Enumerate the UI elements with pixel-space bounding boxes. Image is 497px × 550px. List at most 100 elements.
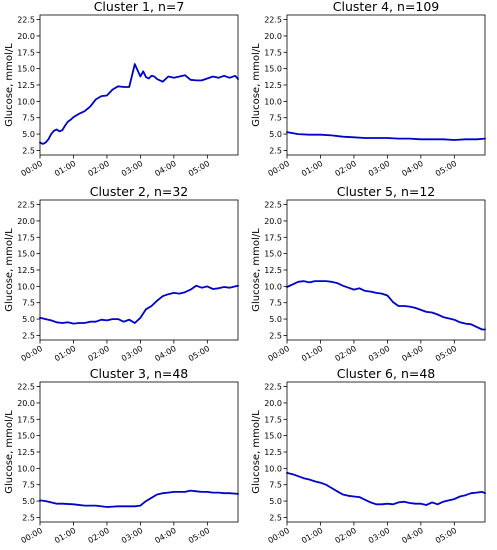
x-tick-label: 04:00 <box>153 344 177 363</box>
series-line <box>39 489 239 508</box>
y-tick-label: 2.5 <box>269 146 282 155</box>
y-tick-label: 10.0 <box>264 464 282 473</box>
y-tick-label: 10.0 <box>264 97 282 106</box>
y-tick-label: 7.5 <box>22 481 35 490</box>
series-line <box>286 131 486 141</box>
series-line <box>39 63 239 145</box>
y-tick-label: 2.5 <box>22 146 35 155</box>
y-tick-label: 12.5 <box>17 266 35 275</box>
series-line <box>39 284 239 325</box>
y-tick-label: 20.0 <box>264 399 282 408</box>
y-tick-label: 10.0 <box>17 97 35 106</box>
x-tick-label: 04:00 <box>153 159 177 178</box>
y-axis-label: Glucose, mmol/L <box>251 43 262 127</box>
y-tick-label: 17.5 <box>17 48 35 57</box>
y-tick-label: 7.5 <box>269 299 282 308</box>
y-tick-label: 7.5 <box>22 299 35 308</box>
y-tick-label: 20.0 <box>17 399 35 408</box>
y-tick-label: 10.0 <box>17 464 35 473</box>
chart-title: Cluster 2, n=32 <box>90 184 189 199</box>
y-tick-label: 10.0 <box>264 282 282 291</box>
y-tick-label: 20.0 <box>17 217 35 226</box>
y-axis-label: Glucose, mmol/L <box>251 410 262 494</box>
chart-title: Cluster 6, n=48 <box>337 366 436 381</box>
x-tick-label: 02:00 <box>333 344 357 363</box>
y-tick-label: 22.5 <box>17 16 35 25</box>
plot-frame <box>39 381 239 523</box>
x-tick-label: 03:00 <box>120 526 144 545</box>
y-tick-label: 12.5 <box>264 448 282 457</box>
x-tick-label: 05:00 <box>434 526 458 545</box>
x-tick-label: 03:00 <box>367 159 391 178</box>
plot-frame <box>286 14 486 156</box>
chart-title: Cluster 1, n=7 <box>94 0 185 14</box>
x-tick-label: 03:00 <box>367 526 391 545</box>
plot-frame <box>39 14 239 156</box>
x-tick-label: 00:00 <box>20 344 44 363</box>
y-tick-label: 5.0 <box>269 315 282 324</box>
plot-frame <box>286 381 486 523</box>
chart-panel-4: Cluster 5, n=12 2.5 5.0 7.5 10.0 12.5 15.0 17.5… <box>251 184 486 363</box>
series-line <box>286 280 486 331</box>
chart-panel-1: Cluster 1, n=7 2.5 5.0 7.5 10.0 12.5 15.0 17.5 2… <box>4 0 239 178</box>
y-tick-label: 22.5 <box>264 383 282 392</box>
y-tick-label: 2.5 <box>22 513 35 522</box>
chart-panel-5: Cluster 3, n=48 2.5 5.0 7.5 10.0 12.5 15.0 17.5… <box>4 366 239 545</box>
y-tick-label: 22.5 <box>264 201 282 210</box>
y-tick-label: 15.0 <box>17 65 35 74</box>
y-tick-label: 17.5 <box>264 415 282 424</box>
y-tick-label: 17.5 <box>264 233 282 242</box>
y-tick-label: 5.0 <box>269 130 282 139</box>
y-tick-label: 22.5 <box>17 201 35 210</box>
y-axis-label: Glucose, mmol/L <box>4 228 15 312</box>
y-tick-label: 5.0 <box>269 497 282 506</box>
x-tick-label: 01:00 <box>300 159 324 178</box>
chart-title: Cluster 4, n=109 <box>333 0 440 14</box>
y-tick-label: 17.5 <box>17 233 35 242</box>
x-tick-label: 05:00 <box>187 159 211 178</box>
y-tick-label: 12.5 <box>264 266 282 275</box>
y-tick-label: 5.0 <box>22 130 35 139</box>
series-line <box>286 472 486 506</box>
y-tick-label: 20.0 <box>264 217 282 226</box>
y-axis-label: Glucose, mmol/L <box>4 43 15 127</box>
x-tick-label: 04:00 <box>400 526 424 545</box>
chart-title: Cluster 5, n=12 <box>337 184 436 199</box>
y-tick-label: 5.0 <box>22 315 35 324</box>
x-tick-label: 01:00 <box>53 159 77 178</box>
y-tick-label: 15.0 <box>264 65 282 74</box>
y-axis-label: Glucose, mmol/L <box>4 410 15 494</box>
x-tick-label: 01:00 <box>53 526 77 545</box>
x-tick-label: 00:00 <box>267 526 291 545</box>
x-tick-label: 04:00 <box>400 159 424 178</box>
chart-title: Cluster 3, n=48 <box>90 366 189 381</box>
y-tick-label: 12.5 <box>17 81 35 90</box>
y-tick-label: 15.0 <box>17 250 35 259</box>
y-tick-label: 2.5 <box>22 331 35 340</box>
y-tick-label: 2.5 <box>269 513 282 522</box>
y-tick-label: 17.5 <box>17 415 35 424</box>
x-tick-label: 04:00 <box>400 344 424 363</box>
y-tick-label: 15.0 <box>264 250 282 259</box>
chart-panel-3: Cluster 2, n=32 2.5 5.0 7.5 10.0 12.5 15.0 17.5… <box>4 184 239 363</box>
x-tick-label: 02:00 <box>86 344 110 363</box>
x-tick-label: 00:00 <box>20 526 44 545</box>
x-tick-label: 04:00 <box>153 526 177 545</box>
y-tick-label: 15.0 <box>17 432 35 441</box>
x-tick-label: 02:00 <box>333 526 357 545</box>
x-tick-label: 02:00 <box>86 159 110 178</box>
x-tick-label: 00:00 <box>20 159 44 178</box>
y-axis-label: Glucose, mmol/L <box>251 228 262 312</box>
y-tick-label: 20.0 <box>264 32 282 41</box>
chart-panel-2: Cluster 4, n=109 2.5 5.0 7.5 10.0 12.5 15.0 17.… <box>251 0 486 178</box>
plot-frame <box>39 199 239 341</box>
x-tick-label: 05:00 <box>187 344 211 363</box>
x-tick-label: 01:00 <box>300 526 324 545</box>
y-tick-label: 2.5 <box>269 331 282 340</box>
y-tick-label: 7.5 <box>269 481 282 490</box>
x-tick-label: 01:00 <box>300 344 324 363</box>
y-tick-label: 17.5 <box>264 48 282 57</box>
x-tick-label: 03:00 <box>367 344 391 363</box>
x-tick-label: 05:00 <box>187 526 211 545</box>
